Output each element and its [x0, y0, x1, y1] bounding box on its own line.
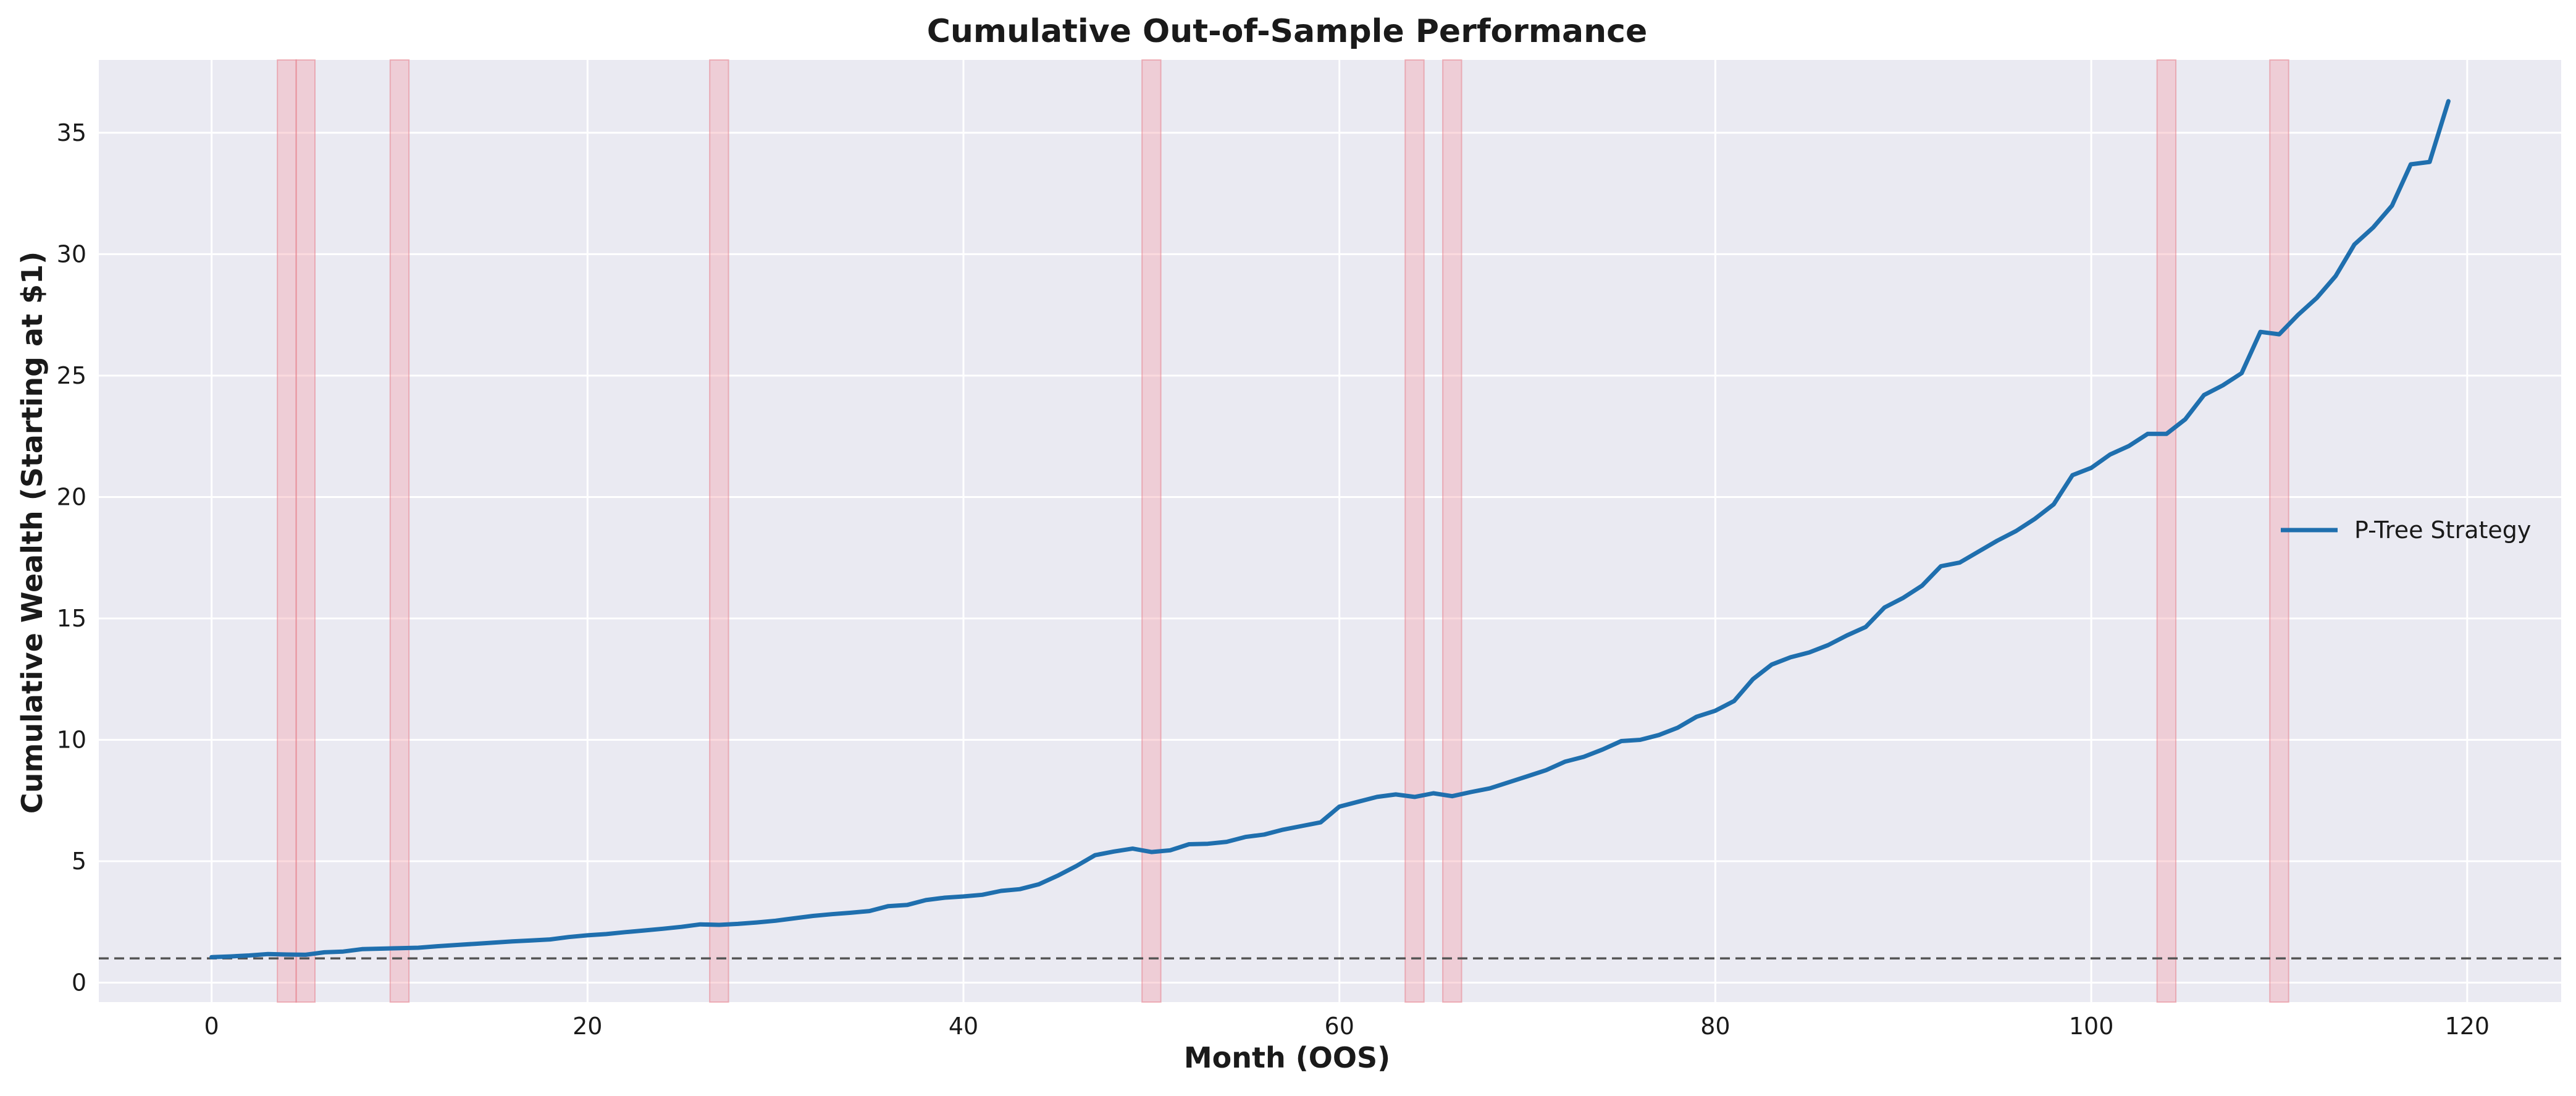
series-line [209, 99, 2451, 959]
y-tick-label: 0 [72, 969, 86, 997]
x-axis-ticks: 0 20 40 60 80 100 120 [204, 1013, 2490, 1040]
x-axis-label: Month (OOS) [1184, 1041, 1390, 1074]
shaded-region [1404, 59, 1425, 1003]
y-tick-label: 25 [57, 362, 86, 389]
y-tick-label: 10 [57, 727, 86, 754]
x-tick-label: 100 [2069, 1013, 2114, 1040]
shaded-region [389, 59, 410, 1003]
y-tick-label: 5 [72, 848, 86, 875]
y-axis-ticks: 0 5 10 15 20 25 30 35 [57, 119, 86, 997]
shaded-region [1141, 59, 1162, 1003]
x-tick-label: 20 [573, 1013, 602, 1040]
x-tick-label: 120 [2445, 1013, 2490, 1040]
x-tick-label: 80 [1700, 1013, 1730, 1040]
shaded-region [709, 59, 729, 1003]
legend: P-Tree Strategy [2281, 516, 2531, 544]
y-tick-label: 15 [57, 605, 86, 632]
shaded-region [295, 59, 316, 1003]
shaded-regions [277, 59, 2289, 1003]
y-axis-label: Cumulative Wealth (Starting at $1) [15, 251, 49, 814]
chart-title: Cumulative Out-of-Sample Performance [927, 13, 1647, 50]
grid-lines [99, 60, 2561, 1002]
shaded-region [277, 59, 297, 1003]
y-tick-label: 20 [57, 483, 86, 510]
shaded-region [1442, 59, 1462, 1003]
y-tick-label: 35 [57, 119, 86, 146]
x-tick-label: 40 [949, 1013, 978, 1040]
shaded-region [2156, 59, 2177, 1003]
x-tick-label: 0 [204, 1013, 219, 1040]
series-layer [209, 99, 2451, 959]
y-tick-label: 30 [57, 240, 86, 268]
legend-label: P-Tree Strategy [2354, 516, 2531, 544]
plot-area [99, 60, 2561, 1002]
x-tick-label: 60 [1325, 1013, 1354, 1040]
